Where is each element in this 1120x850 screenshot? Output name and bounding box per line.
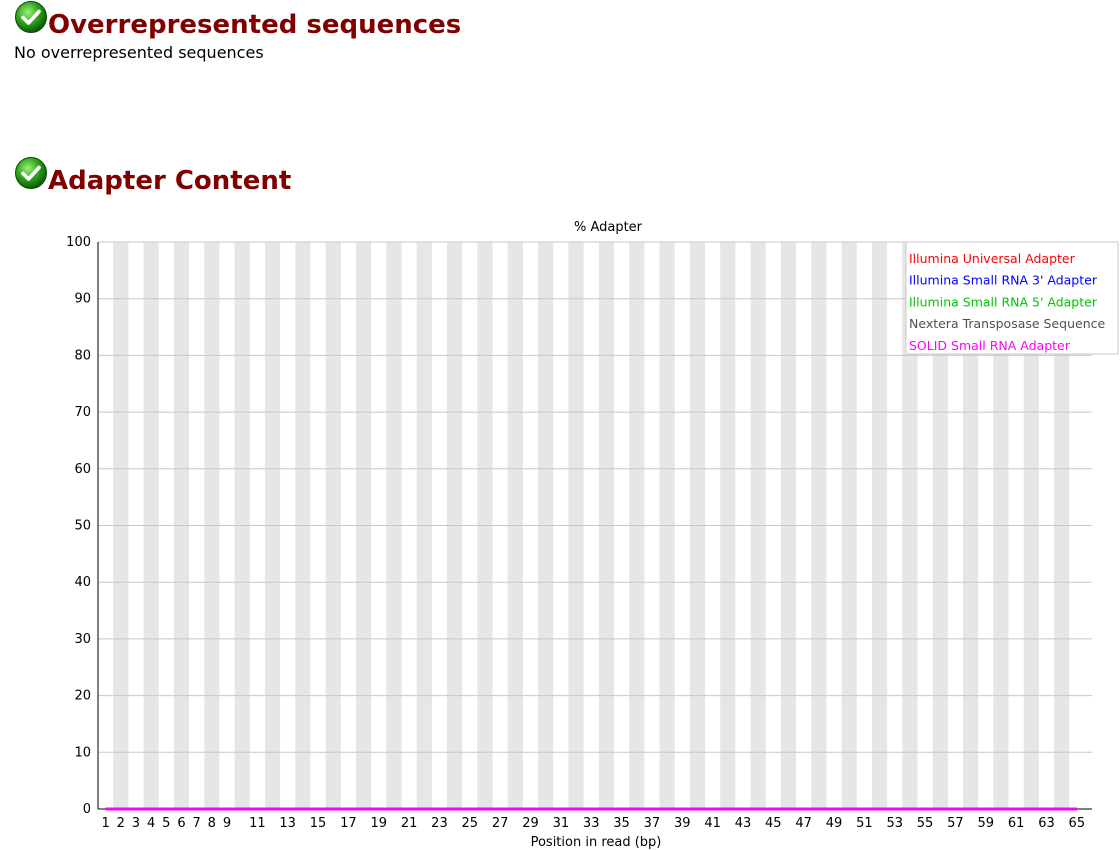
x-tick-label: 49: [826, 816, 843, 831]
x-tick-label: 35: [613, 816, 630, 831]
x-tick-label: 2: [117, 816, 125, 831]
x-tick-label: 21: [401, 816, 418, 831]
x-tick-label: 1: [101, 816, 109, 831]
x-tick-label: 9: [223, 816, 231, 831]
y-tick-label: 40: [74, 575, 91, 590]
y-tick-labels: 0 10 20 30 40 50 60 70 80 90 100: [66, 235, 91, 817]
legend-entry: Illumina Universal Adapter: [909, 251, 1076, 266]
x-tick-label: 4: [147, 816, 155, 831]
x-tick-label: 11: [249, 816, 266, 831]
chart-title: % Adapter: [574, 220, 643, 235]
y-tick-label: 100: [66, 235, 91, 250]
legend-entry: SOLID Small RNA Adapter: [909, 338, 1071, 353]
x-tick-label: 55: [917, 816, 934, 831]
y-tick-label: 10: [74, 745, 91, 760]
x-tick-label: 15: [310, 816, 327, 831]
adapter-title-text: Adapter Content: [48, 166, 292, 196]
x-tick-label: 45: [765, 816, 782, 831]
overrepresented-title-text: Overrepresented sequences: [48, 10, 462, 40]
legend-entry: Illumina Small RNA 5' Adapter: [909, 294, 1098, 309]
x-tick-label: 41: [704, 816, 721, 831]
x-tick-label: 33: [583, 816, 600, 831]
y-tick-label: 60: [74, 462, 91, 477]
x-tick-label: 53: [886, 816, 903, 831]
y-tick-label: 70: [74, 405, 91, 420]
y-tick-label: 90: [74, 292, 91, 307]
x-tick-label: 43: [735, 816, 752, 831]
x-tick-label: 31: [553, 816, 570, 831]
x-tick-label: 7: [193, 816, 201, 831]
x-tick-label: 27: [492, 816, 509, 831]
x-tick-label: 51: [856, 816, 873, 831]
legend: Illumina Universal Adapter Illumina Small…: [905, 241, 1119, 355]
x-tick-label: 19: [370, 816, 387, 831]
x-tick-label: 37: [644, 816, 661, 831]
x-tick-label: 8: [208, 816, 216, 831]
legend-entry: Nextera Transposase Sequence: [909, 316, 1106, 331]
y-tick-label: 30: [74, 632, 91, 647]
x-tick-label: 3: [132, 816, 140, 831]
x-tick-label: 47: [795, 816, 812, 831]
x-tick-labels: 1 2 3 4 5 6 7 8 9 11 13 15 17 19 21 23 25 27 29 31 33 35 37 39 4…: [101, 816, 1085, 831]
x-axis-label: Position in read (bp): [531, 835, 662, 850]
x-tick-label: 25: [462, 816, 479, 831]
legend-entry: Illumina Small RNA 3' Adapter: [909, 273, 1098, 288]
x-tick-label: 63: [1038, 816, 1055, 831]
x-tick-label: 61: [1008, 816, 1025, 831]
x-tick-label: 23: [431, 816, 448, 831]
x-tick-label: 6: [177, 816, 185, 831]
y-tick-label: 0: [83, 802, 91, 817]
no-overrepresented-message: No overrepresented sequences: [14, 43, 264, 62]
y-tick-label: 20: [74, 689, 91, 704]
y-tick-label: 80: [74, 348, 91, 363]
adapter-section-title: Adapter Content: [14, 157, 292, 196]
x-tick-label: 65: [1069, 816, 1086, 831]
x-tick-label: 29: [522, 816, 539, 831]
x-tick-label: 5: [162, 816, 170, 831]
x-tick-label: 59: [977, 816, 994, 831]
x-tick-label: 17: [340, 816, 357, 831]
x-tick-label: 39: [674, 816, 691, 831]
pass-check-icon: [15, 1, 47, 33]
overrepresented-section-title: Overrepresented sequences: [14, 1, 462, 40]
pass-check-icon: [15, 157, 47, 189]
x-tick-label: 57: [947, 816, 964, 831]
x-tick-label: 13: [279, 816, 296, 831]
y-tick-label: 50: [74, 519, 91, 534]
legend-box: [905, 241, 1119, 355]
